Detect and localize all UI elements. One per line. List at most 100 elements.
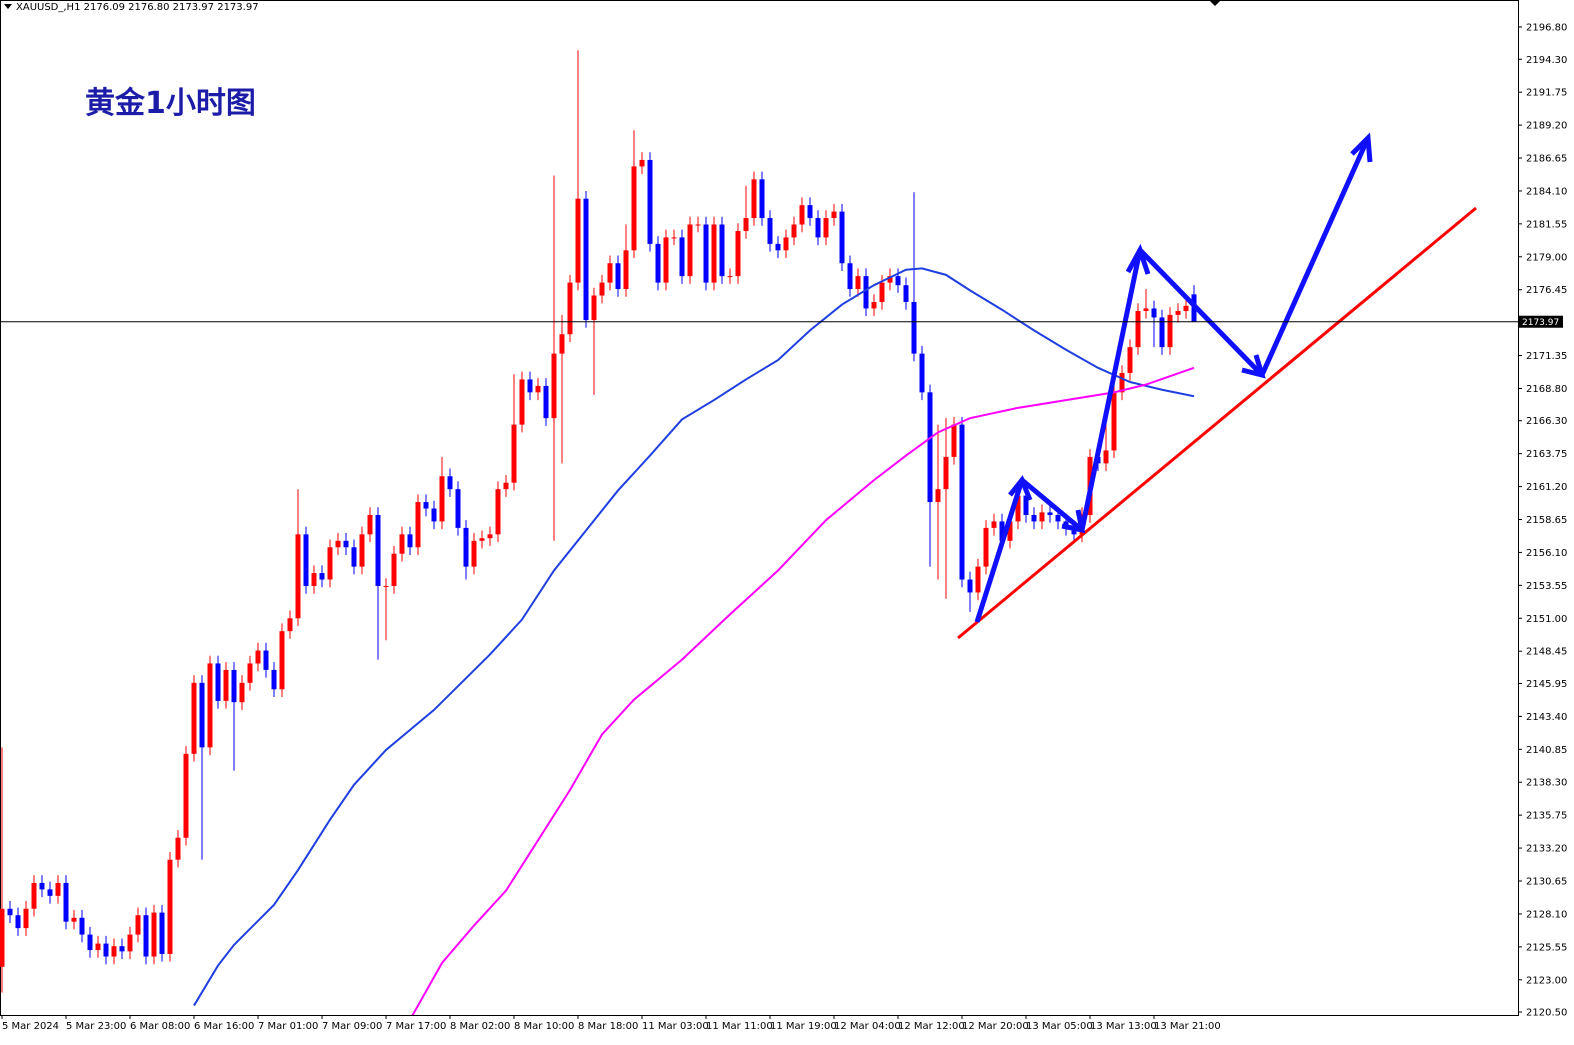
candle-body xyxy=(775,243,781,251)
candle-body xyxy=(167,859,173,954)
arrow-head xyxy=(1008,475,1033,501)
candle-body xyxy=(927,392,933,503)
candle-body xyxy=(799,205,805,225)
candle-body xyxy=(455,489,461,528)
candle-body xyxy=(183,753,189,838)
candle-body xyxy=(599,282,605,296)
candle-body xyxy=(815,218,821,238)
candle-body xyxy=(711,224,717,283)
candle-body xyxy=(47,889,53,896)
y-tick-label: 2151.00 xyxy=(1526,614,1567,625)
candle-body xyxy=(959,424,965,580)
candle-body xyxy=(975,566,981,593)
candle-body xyxy=(71,917,77,922)
y-tick-label: 2148.45 xyxy=(1526,647,1567,658)
menu-marker xyxy=(4,4,12,9)
candle-body xyxy=(407,534,413,548)
candle-body xyxy=(143,915,149,957)
y-tick-label: 2184.10 xyxy=(1526,186,1567,197)
candle-body xyxy=(623,250,629,290)
candle-body xyxy=(351,547,357,567)
candle-body xyxy=(935,489,941,503)
candle-body xyxy=(1007,521,1013,541)
plot-frame xyxy=(0,0,1519,1016)
candle-body xyxy=(551,353,557,419)
y-tick-label: 2189.20 xyxy=(1526,121,1567,132)
candle-body xyxy=(1135,311,1141,348)
moving-average xyxy=(411,366,1195,1015)
candle-body xyxy=(847,263,853,290)
moving-average xyxy=(193,267,1195,1007)
price-label: 2173.97 xyxy=(1522,318,1559,328)
y-tick-label: 2143.40 xyxy=(1526,712,1567,723)
candle-body xyxy=(519,379,525,425)
candle-body xyxy=(271,669,277,690)
candle-body xyxy=(175,837,181,860)
candle-body xyxy=(199,682,205,748)
candle-body xyxy=(1127,347,1133,373)
candle-body xyxy=(967,579,973,593)
candle-body xyxy=(55,882,61,896)
arrow-head xyxy=(1061,509,1086,534)
candle-body xyxy=(943,456,949,490)
candle-body xyxy=(879,282,885,302)
y-tick-label: 2133.20 xyxy=(1526,844,1567,855)
candle-body xyxy=(671,237,677,239)
candle-body xyxy=(567,282,573,335)
candle-body xyxy=(607,263,613,283)
candle-body xyxy=(1071,527,1077,535)
candle-body xyxy=(215,663,221,701)
y-tick-label: 2179.00 xyxy=(1526,252,1567,263)
y-tick-label: 2171.35 xyxy=(1526,351,1567,362)
candle-body xyxy=(327,547,333,580)
x-tick-label: 5 Mar 23:00 xyxy=(66,1021,126,1032)
candle-body xyxy=(15,915,21,929)
candle-body xyxy=(463,527,469,567)
x-tick-label: 5 Mar 2024 xyxy=(2,1021,59,1032)
arrow-head xyxy=(1350,132,1373,163)
y-tick-label: 2166.30 xyxy=(1526,416,1567,427)
arrow-head xyxy=(1125,243,1151,275)
candle-body xyxy=(1119,372,1125,393)
candle-body xyxy=(1103,450,1109,464)
candle-body xyxy=(239,682,245,703)
candle-body xyxy=(119,946,125,952)
candle-body xyxy=(191,682,197,754)
candle-body xyxy=(823,218,829,238)
candle-body xyxy=(423,502,429,509)
candle-body xyxy=(895,276,901,286)
candle-body xyxy=(807,205,813,219)
candle-body xyxy=(679,237,685,277)
candle-body xyxy=(1039,512,1045,522)
x-tick-label: 8 Mar 18:00 xyxy=(578,1021,638,1032)
candle-body xyxy=(767,218,773,244)
candle-body xyxy=(447,476,453,490)
candle-body xyxy=(655,243,661,283)
forecast-arrow xyxy=(974,136,1371,623)
candle-body xyxy=(615,263,621,290)
candle-body xyxy=(367,514,373,535)
candle-body xyxy=(631,166,637,251)
candle-body xyxy=(295,534,301,619)
x-tick-label: 8 Mar 02:00 xyxy=(450,1021,510,1032)
candle-body xyxy=(871,301,877,309)
x-tick-label: 11 Mar 19:00 xyxy=(770,1021,837,1032)
candle-body xyxy=(151,912,157,957)
y-tick-label: 2176.45 xyxy=(1526,285,1567,296)
candle-body xyxy=(1151,308,1157,318)
candle-body xyxy=(223,669,229,701)
candle-body xyxy=(791,224,797,238)
candle-body xyxy=(951,424,957,457)
candle-body xyxy=(503,482,509,490)
candle-body xyxy=(439,476,445,522)
candle-body xyxy=(311,573,317,586)
candle-body xyxy=(471,540,477,567)
candle-body xyxy=(831,211,837,219)
candle-body xyxy=(1111,392,1117,451)
candle-body xyxy=(479,538,485,541)
candle-body xyxy=(255,650,261,664)
candle-body xyxy=(359,534,365,567)
candle-body xyxy=(1023,495,1029,515)
candle-body xyxy=(159,912,165,954)
